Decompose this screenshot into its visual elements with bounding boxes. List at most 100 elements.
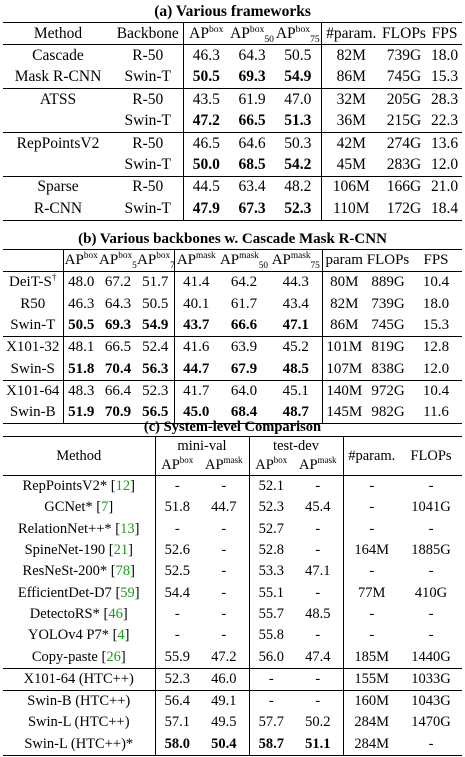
citation-link[interactable]: 21 bbox=[113, 542, 129, 559]
value-cell: - bbox=[315, 627, 321, 644]
cell-ap50: 61.9 bbox=[229, 88, 275, 111]
citation-link[interactable]: 13 bbox=[120, 520, 135, 537]
table-row: Swin-T 50.0 68.5 54.2 45M 283G 12.0 bbox=[3, 154, 462, 177]
value-cell: 52.5 bbox=[154, 561, 199, 583]
backbone-cell: DeiT-S† bbox=[9, 273, 57, 291]
value-cell: 48.5 bbox=[305, 605, 331, 622]
value-cell: 1041G bbox=[411, 499, 451, 516]
citation-link[interactable]: 26 bbox=[106, 648, 121, 665]
value-cell: - bbox=[428, 627, 434, 644]
value-cell: - bbox=[315, 584, 321, 601]
method-cell: Mask R-CNN bbox=[14, 68, 102, 86]
method-cell: EfficientDet-D7 [59] bbox=[17, 584, 140, 601]
value-cell: - bbox=[154, 625, 199, 647]
table-row: X101-64 48.3 66.4 52.3 41.7 64.0 45.1 140M 972G 1… bbox=[3, 379, 463, 403]
value-cell: 819G bbox=[366, 336, 410, 359]
value-cell: - bbox=[248, 667, 293, 691]
value-cell: 55.7 bbox=[248, 603, 293, 626]
value-cell: 1885G bbox=[411, 542, 451, 559]
backbone-cell: R50 bbox=[20, 295, 46, 312]
table-row: Swin-S 51.8 70.4 56.3 44.7 67.9 48.5 107M 838G 12… bbox=[3, 358, 462, 381]
method-cell: ResNeSt-200* [78] bbox=[22, 563, 135, 580]
value-cell: 45.4 bbox=[305, 499, 331, 516]
cell-flops: 739G bbox=[386, 47, 422, 65]
table-row: Sparse R-50 44.5 63.4 48.2 106M 166G 21.0 bbox=[3, 175, 463, 199]
citation-link[interactable]: 46 bbox=[108, 605, 123, 622]
cell-fps: 22.3 bbox=[430, 112, 459, 130]
cell-flops: 205G bbox=[381, 88, 427, 111]
cell-ap75: 48.2 bbox=[275, 175, 321, 199]
citation-link[interactable]: 4 bbox=[117, 627, 125, 644]
dagger-mark: † bbox=[51, 273, 57, 284]
value-cell: 58.0 bbox=[154, 733, 199, 756]
value-cell: 56.0 bbox=[248, 646, 293, 669]
cell-fps: 18.4 bbox=[427, 198, 463, 221]
value-cell: 838G bbox=[371, 360, 405, 377]
value-cell: 56.5 bbox=[137, 402, 174, 425]
value-cell: 50.5 bbox=[142, 295, 169, 312]
citation-link[interactable]: 12 bbox=[115, 478, 131, 495]
citation-link[interactable]: 59 bbox=[120, 584, 135, 601]
value-cell: - bbox=[221, 563, 227, 580]
col-method: Method bbox=[3, 21, 113, 46]
cell-flops: 274G bbox=[381, 131, 427, 155]
value-cell: 12.0 bbox=[422, 360, 450, 377]
cell-ap: 50.0 bbox=[182, 154, 229, 177]
table-row: GCNet* [7] 51.8 44.7 52.3 45.4-1041G bbox=[3, 497, 462, 519]
value-cell: 45.2 bbox=[270, 336, 322, 359]
cell-backbone: R-50 bbox=[113, 88, 183, 111]
value-cell: 51.8 bbox=[154, 497, 199, 519]
backbone-cell: Swin-B bbox=[3, 402, 63, 425]
cell-ap50: 67.3 bbox=[229, 198, 275, 221]
value-cell: 50.5 bbox=[62, 314, 99, 337]
method-cell: YOLOv4 P7* [4] bbox=[27, 627, 130, 644]
value-cell: 57.7 bbox=[248, 712, 293, 734]
value-cell: 1440G bbox=[411, 648, 451, 665]
cell-backbone: R-50 bbox=[132, 47, 164, 65]
value-cell: 41.6 bbox=[173, 336, 218, 359]
value-cell: 49.1 bbox=[199, 689, 249, 713]
value-cell: 56.4 bbox=[154, 689, 199, 713]
value-cell: - bbox=[221, 478, 227, 495]
cell-backbone: Swin-T bbox=[124, 68, 172, 86]
table-row: YOLOv4 P7* [4] - - 55.8 - - - bbox=[3, 625, 462, 647]
value-cell: 410G bbox=[414, 584, 448, 601]
value-cell: 56.3 bbox=[142, 360, 169, 377]
value-cell: 745G bbox=[371, 317, 405, 334]
cell-ap75: 54.2 bbox=[284, 156, 312, 174]
value-cell: 82M bbox=[321, 293, 366, 315]
col-param: #param. bbox=[342, 436, 400, 476]
value-cell: 44.7 bbox=[173, 358, 218, 381]
method-cell: Swin-B (HTC++) bbox=[3, 689, 155, 713]
table-row: EfficientDet-D7 [59] 54.4 - 55.1 - 77M 410G bbox=[3, 582, 462, 604]
value-cell: - bbox=[428, 520, 434, 537]
table-row: SpineNet-190 [21] 52.6 - 52.8 - 164M 1885G bbox=[3, 539, 462, 562]
table-row: Cascade R-50 46.3 64.3 50.5 82M 739G 18.0 bbox=[3, 44, 462, 67]
col-ap75-box: APbox75 bbox=[275, 21, 321, 46]
header-row-b: APbox APbox50 APbox75 APmask APmask50 AP… bbox=[3, 248, 463, 273]
cell-param: 82M bbox=[320, 44, 381, 67]
table-various-frameworks: (a) Various frameworks Method Backbone A… bbox=[3, 2, 463, 221]
citation-link[interactable]: 78 bbox=[115, 563, 131, 580]
value-cell: 160M bbox=[342, 689, 400, 713]
value-cell: - bbox=[342, 625, 400, 647]
col-minival-ap-mask: APmask bbox=[199, 455, 249, 476]
value-cell: 86M bbox=[321, 314, 366, 337]
cell-ap: 46.3 bbox=[182, 44, 229, 67]
value-cell: 58.7 bbox=[248, 733, 293, 756]
cell-ap75: 52.3 bbox=[275, 198, 321, 221]
value-cell: - bbox=[221, 605, 227, 622]
value-cell: 48.7 bbox=[270, 402, 322, 425]
value-cell: 101M bbox=[321, 336, 366, 359]
cell-backbone: Swin-T bbox=[124, 112, 172, 130]
col-group-testdev: test-dev bbox=[248, 436, 343, 455]
method-cell: X101-64 (HTC++) bbox=[3, 667, 155, 691]
cell-ap75: 47.0 bbox=[275, 88, 321, 111]
cell-backbone: R-50 bbox=[113, 175, 183, 199]
col-param: #param. bbox=[320, 21, 381, 46]
value-cell: 55.8 bbox=[248, 625, 293, 647]
citation-link[interactable]: 7 bbox=[101, 499, 109, 516]
col-ap75-mask: APmask75 bbox=[270, 248, 322, 273]
table-row: Copy-paste [26] 55.9 47.2 56.0 47.4 185M 1440G bbox=[3, 646, 462, 669]
